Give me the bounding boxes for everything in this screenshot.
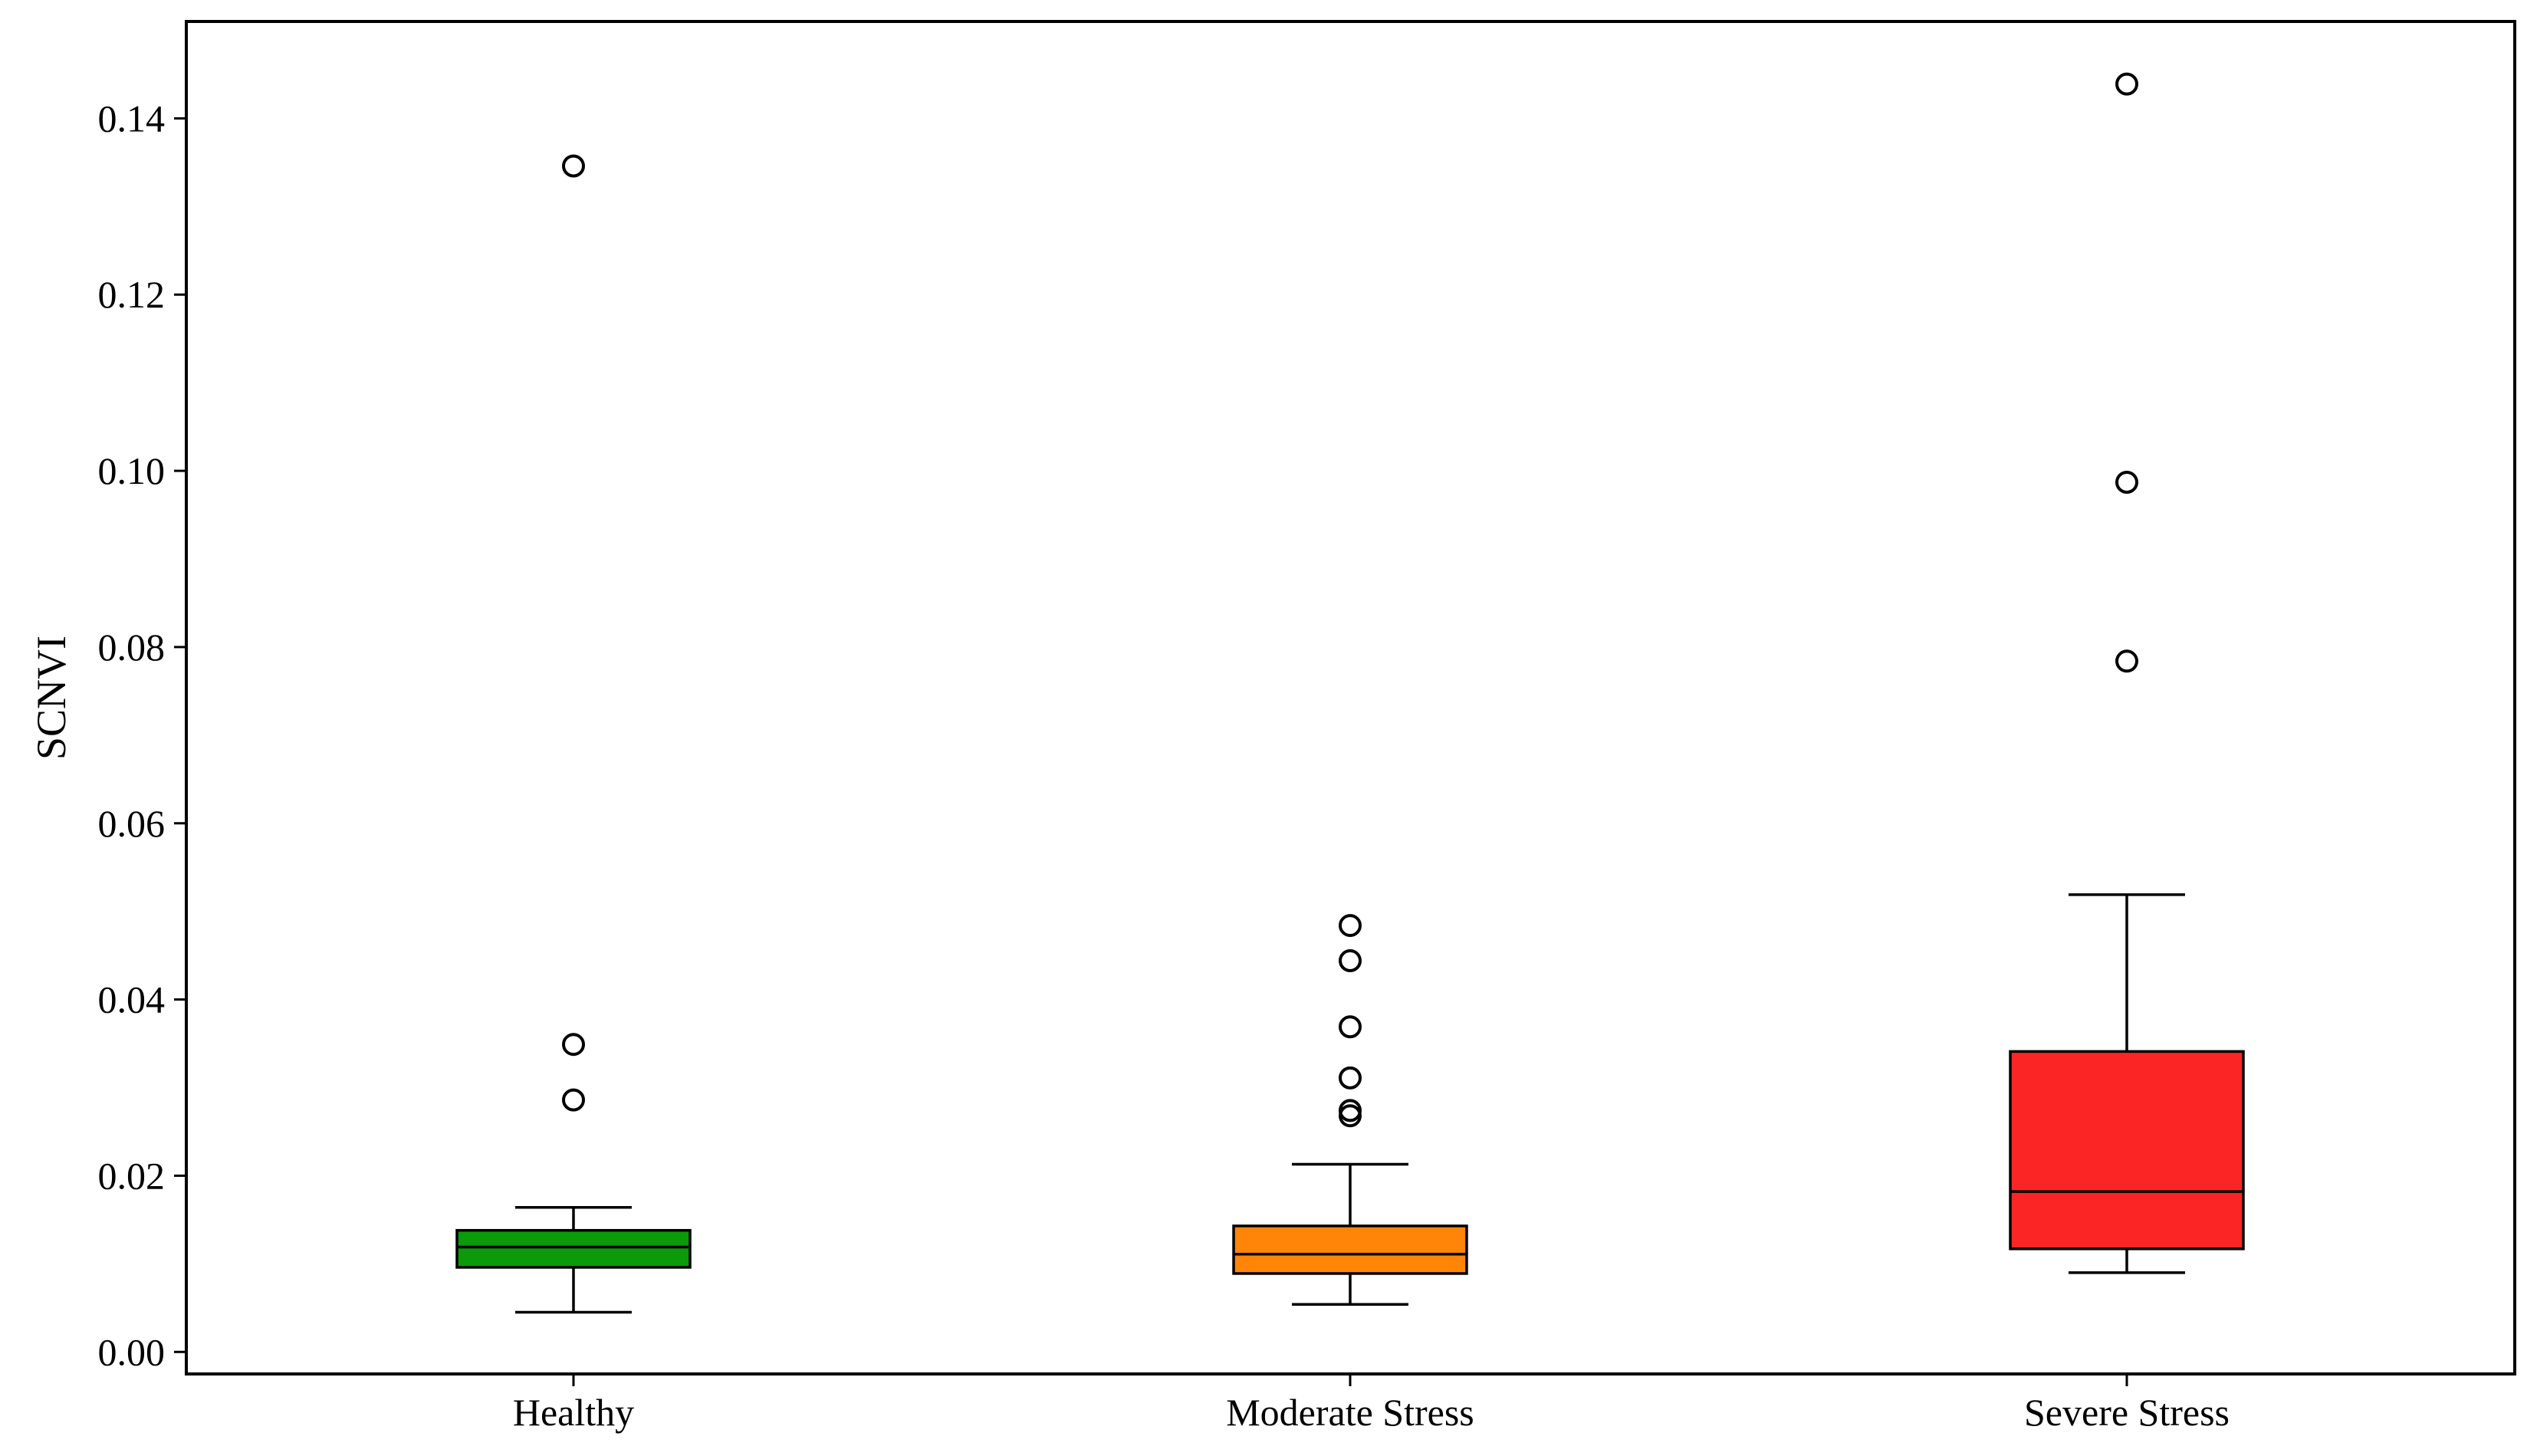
outlier-point (1339, 1104, 1362, 1128)
outlier-point (2115, 72, 2138, 96)
y-tick-label: 0.14 (98, 97, 166, 140)
outlier-point (1339, 914, 1362, 938)
y-tick-label: 0.02 (98, 1154, 166, 1197)
box-group (1232, 914, 1468, 1306)
outlier-point (562, 1033, 585, 1057)
outlier-point (1339, 1066, 1362, 1090)
y-tick-label: 0.00 (98, 1330, 166, 1373)
box-iqr (455, 1228, 692, 1269)
y-tick-label: 0.08 (98, 626, 166, 669)
y-axis-label: SCNVI (28, 636, 74, 760)
x-tick-label: Healthy (513, 1391, 634, 1434)
outlier-point (1339, 1015, 1362, 1039)
outlier-point (562, 1088, 585, 1112)
box-iqr (2009, 1050, 2245, 1251)
outlier-point (562, 154, 585, 178)
outlier-point (2115, 649, 2138, 673)
box-group (455, 154, 692, 1314)
y-tick-label: 0.04 (98, 978, 166, 1021)
x-axis: Healthy Moderate Stress Severe Stress (513, 1374, 2230, 1434)
box-group (2009, 72, 2245, 1274)
outlier-point (2115, 471, 2138, 495)
plot-area (455, 72, 2245, 1314)
y-tick-label: 0.06 (98, 802, 166, 845)
x-tick-label: Severe Stress (2024, 1391, 2230, 1434)
y-tick-label: 0.10 (98, 449, 166, 492)
x-tick-label: Moderate Stress (1226, 1391, 1474, 1434)
y-tick-label: 0.12 (98, 273, 166, 316)
outlier-point (1339, 949, 1362, 973)
y-axis: 0.00 0.02 0.04 0.06 0.08 0.10 0.12 0.14 (98, 97, 186, 1373)
box-iqr (1232, 1224, 1468, 1275)
